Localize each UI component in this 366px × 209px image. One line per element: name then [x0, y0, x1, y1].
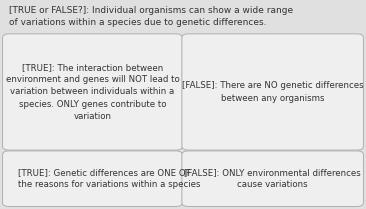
Text: [TRUE]: The interaction between
environment and genes will NOT lead to
variation: [TRUE]: The interaction between environm… [5, 63, 179, 121]
Text: [TRUE or FALSE?]: Individual organisms can show a wide range
of variations withi: [TRUE or FALSE?]: Individual organisms c… [9, 6, 293, 27]
Text: [FALSE]: There are NO genetic differences
between any organisms: [FALSE]: There are NO genetic difference… [182, 81, 363, 103]
FancyBboxPatch shape [3, 151, 182, 206]
FancyBboxPatch shape [182, 151, 363, 206]
Text: [TRUE]: Genetic differences are ONE OF
the reasons for variations within a speci: [TRUE]: Genetic differences are ONE OF t… [18, 168, 201, 189]
FancyBboxPatch shape [182, 34, 363, 150]
Text: [FALSE]: ONLY environmental differences
cause variations: [FALSE]: ONLY environmental differences … [184, 168, 361, 189]
FancyBboxPatch shape [3, 34, 182, 150]
